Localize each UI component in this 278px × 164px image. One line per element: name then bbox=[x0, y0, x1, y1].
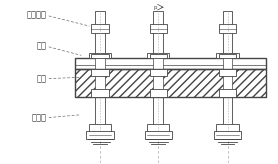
Bar bbox=[153, 69, 163, 97]
Bar bbox=[222, 69, 232, 97]
Text: 机体: 机体 bbox=[36, 74, 46, 83]
Bar bbox=[219, 89, 236, 97]
Bar bbox=[222, 11, 232, 58]
Bar bbox=[150, 24, 167, 33]
Bar bbox=[153, 97, 163, 131]
Bar bbox=[75, 58, 266, 69]
Bar bbox=[89, 53, 111, 58]
Bar bbox=[214, 131, 241, 139]
Text: p: p bbox=[154, 5, 157, 10]
Bar bbox=[150, 69, 167, 76]
Bar bbox=[95, 97, 105, 131]
Text: 调整丝杠: 调整丝杠 bbox=[26, 11, 46, 20]
Bar bbox=[91, 69, 109, 76]
Bar bbox=[91, 89, 109, 97]
Bar bbox=[217, 124, 239, 132]
Bar bbox=[147, 53, 169, 58]
Bar bbox=[75, 69, 266, 97]
Bar bbox=[219, 69, 236, 76]
Bar bbox=[222, 97, 232, 131]
Bar bbox=[95, 11, 105, 58]
Bar bbox=[153, 58, 163, 69]
Bar bbox=[89, 124, 111, 132]
Bar bbox=[147, 124, 169, 132]
Bar bbox=[217, 53, 239, 58]
Bar bbox=[150, 89, 167, 97]
Bar bbox=[219, 54, 236, 58]
Bar bbox=[219, 24, 236, 33]
Bar bbox=[95, 58, 105, 69]
Bar bbox=[91, 24, 109, 33]
Bar bbox=[95, 69, 105, 97]
Text: 齿轮: 齿轮 bbox=[36, 42, 46, 51]
Text: 调节楔: 调节楔 bbox=[31, 113, 46, 122]
Bar bbox=[222, 58, 232, 69]
Bar bbox=[86, 131, 114, 139]
Bar bbox=[91, 54, 109, 58]
Bar bbox=[145, 131, 172, 139]
Bar bbox=[75, 69, 266, 97]
Bar bbox=[150, 54, 167, 58]
Bar bbox=[153, 11, 163, 58]
